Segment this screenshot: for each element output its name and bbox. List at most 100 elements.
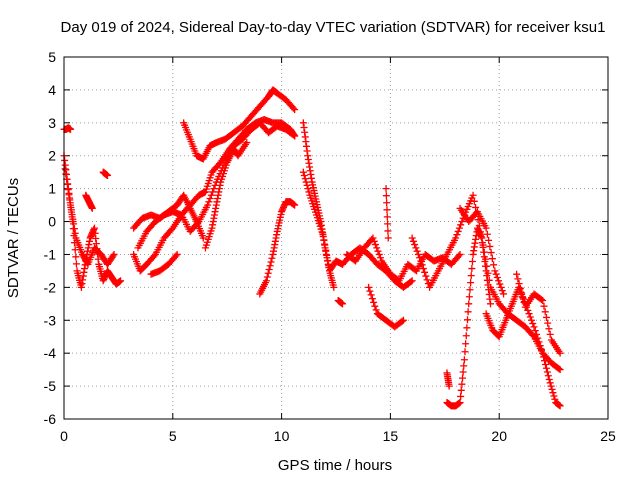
data-point: [454, 227, 462, 235]
series-arc-9: [147, 250, 181, 278]
data-point: [482, 224, 490, 232]
data-point: [556, 349, 564, 357]
data-point: [109, 252, 117, 260]
data-point: [539, 349, 547, 357]
data-point: [493, 273, 501, 281]
data-point: [70, 225, 78, 233]
data-point: [461, 348, 469, 356]
y-tick-label: 1: [48, 181, 56, 197]
data-point: [370, 237, 378, 245]
data-point: [384, 220, 392, 228]
data-point: [529, 320, 537, 328]
series-arc-17: [365, 283, 407, 331]
x-tick-label: 25: [600, 428, 616, 444]
data-point: [542, 364, 550, 372]
data-point: [486, 300, 494, 308]
data-point: [117, 277, 125, 285]
data-point: [550, 392, 558, 400]
data-point: [555, 365, 563, 373]
x-tick-label: 10: [274, 428, 290, 444]
data-point: [263, 273, 271, 281]
data-point: [319, 231, 327, 239]
data-point: [61, 165, 69, 173]
data-point: [541, 308, 549, 316]
data-point: [491, 267, 499, 275]
data-point: [383, 206, 391, 214]
data-point: [264, 269, 272, 277]
data-point: [514, 275, 522, 283]
data-point: [384, 227, 392, 235]
data-point: [173, 250, 181, 258]
data-point: [457, 392, 465, 400]
data-point: [556, 366, 564, 374]
y-tick-label: 5: [48, 49, 56, 65]
series-arc-8: [130, 191, 207, 242]
data-point: [372, 306, 380, 314]
data-point: [324, 257, 332, 265]
series-arc-13: [299, 119, 416, 291]
data-point: [458, 380, 466, 388]
y-tick-label: -1: [44, 246, 57, 262]
data-point: [547, 382, 555, 390]
data-point: [371, 302, 379, 310]
data-point: [544, 372, 552, 380]
data-point: [265, 265, 273, 273]
data-point: [382, 192, 390, 200]
data-point: [301, 175, 309, 183]
data-point: [408, 234, 416, 242]
data-point: [243, 139, 251, 147]
series-arc-3: [60, 124, 75, 133]
series-arc-2: [61, 165, 118, 268]
data-point: [291, 201, 299, 209]
data-point: [204, 201, 212, 209]
data-point: [413, 247, 421, 255]
data-point: [88, 204, 96, 212]
data-point: [302, 178, 310, 186]
data-point: [460, 356, 468, 364]
data-point: [66, 196, 74, 204]
data-point: [67, 201, 75, 209]
data-point: [70, 220, 78, 228]
series-arc-7: [134, 119, 299, 252]
y-tick-label: 0: [48, 214, 56, 230]
data-point: [172, 252, 180, 260]
data-point: [469, 191, 477, 199]
data-point: [365, 283, 373, 291]
data-point: [369, 234, 377, 242]
data-point: [412, 244, 420, 252]
data-point: [463, 316, 471, 324]
data-point: [457, 386, 465, 394]
data-point: [536, 342, 544, 350]
data-point: [63, 180, 71, 188]
data-point: [266, 262, 274, 270]
data-point: [268, 254, 276, 262]
data-point: [497, 283, 505, 291]
data-point: [67, 125, 75, 133]
y-tick-label: -5: [44, 378, 57, 394]
data-point: [529, 331, 537, 339]
series-arc-14: [299, 168, 338, 291]
data-point: [366, 287, 374, 295]
data-point: [323, 251, 331, 259]
data-point: [462, 332, 470, 340]
data-point: [528, 316, 536, 324]
y-axis-label: SDTVAR / TECUs: [5, 178, 22, 298]
data-point: [492, 270, 500, 278]
data-point: [409, 237, 417, 245]
data-point: [548, 385, 556, 393]
data-point: [62, 170, 70, 178]
data-point: [468, 258, 476, 266]
data-point: [465, 300, 473, 308]
data-point: [539, 297, 547, 305]
data-point: [321, 241, 329, 249]
data-point: [330, 283, 338, 291]
data-point: [513, 270, 521, 278]
data-point: [289, 104, 297, 112]
y-tick-label: 2: [48, 148, 56, 164]
data-point: [543, 368, 551, 376]
data-point: [519, 294, 527, 302]
series-arc-21: [443, 369, 453, 390]
data-point: [541, 357, 549, 365]
data-point: [515, 280, 523, 288]
